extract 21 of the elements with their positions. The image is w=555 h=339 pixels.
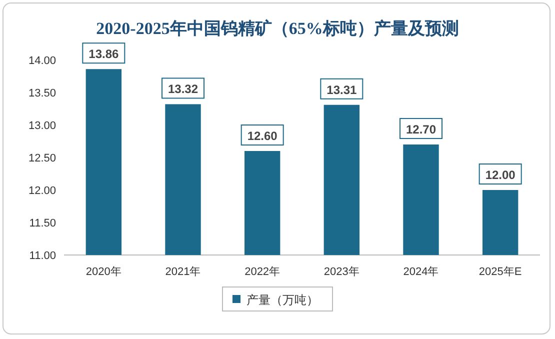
x-tick-label: 2025年E	[478, 266, 522, 278]
y-tick-label: 13.50	[28, 88, 56, 100]
y-tick-label: 11.00	[29, 250, 56, 262]
x-tick-label: 2022年	[244, 266, 280, 278]
data-label: 13.31	[326, 82, 358, 97]
chart-title: 2020-2025年中国钨精矿（65%标吨）产量及预测	[96, 19, 459, 38]
x-tick-label: 2023年	[324, 266, 360, 278]
y-tick-label: 12.00	[28, 185, 56, 197]
data-label: 12.60	[247, 129, 278, 143]
x-tick-label: 2024年	[403, 266, 439, 278]
data-label: 13.32	[168, 82, 198, 96]
x-tick-label: 2020年	[86, 266, 122, 278]
y-tick-label: 13.00	[28, 120, 56, 132]
data-label: 13.86	[88, 47, 120, 62]
data-label: 12.70	[406, 122, 436, 136]
legend-label: 产量（万吨）	[246, 293, 318, 307]
data-label: 12.00	[485, 168, 516, 182]
x-tick-label: 2021年	[165, 266, 201, 278]
y-tick-label: 14.00	[28, 55, 56, 67]
y-tick-label: 12.50	[28, 152, 56, 164]
y-tick-label: 11.50	[29, 218, 56, 230]
